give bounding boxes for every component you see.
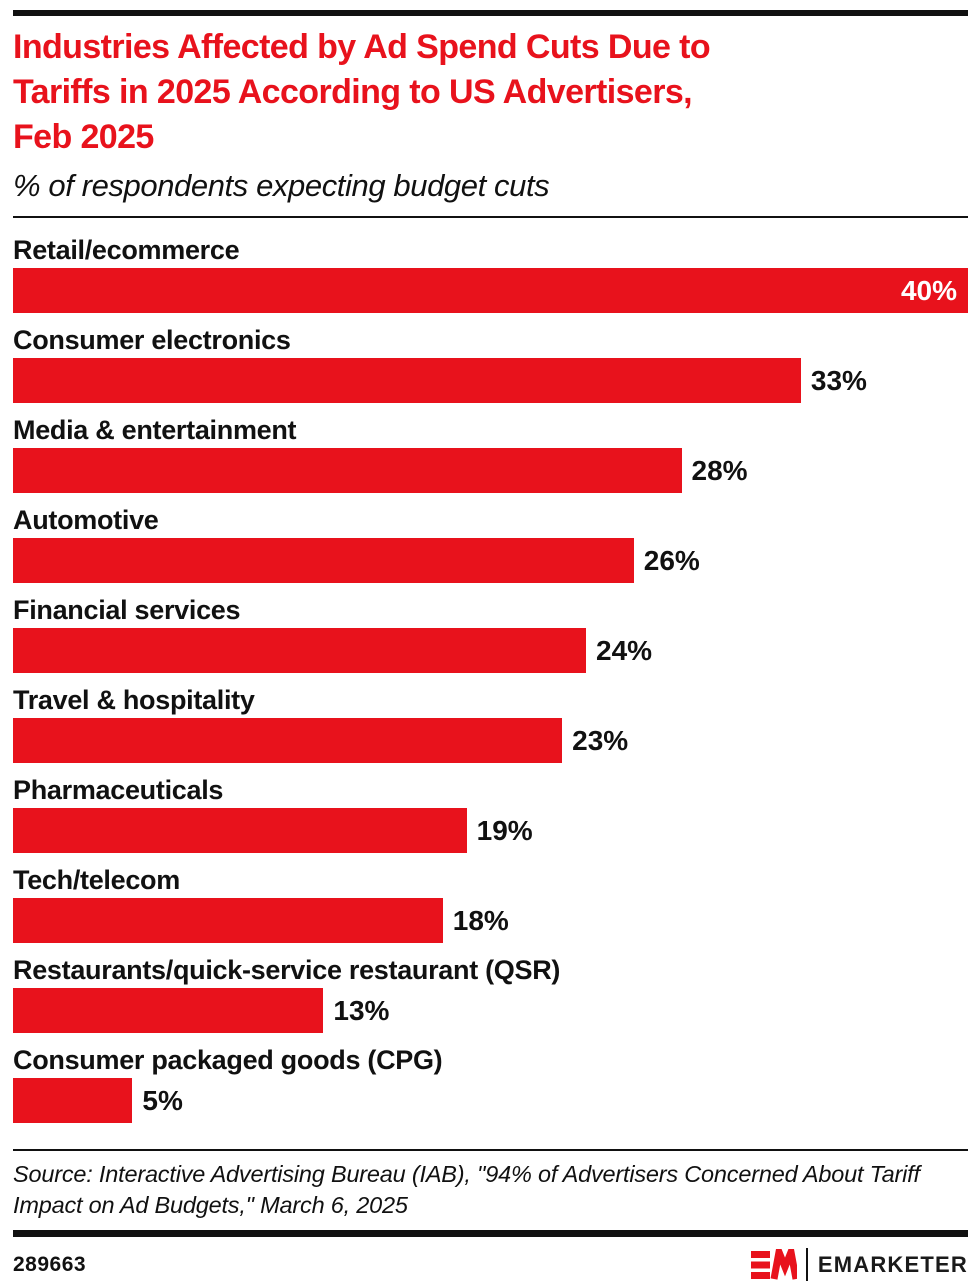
bar-row: Media & entertainment 28% [13,414,968,493]
category-label: Media & entertainment [13,415,297,445]
chart-id: 289663 [13,1252,87,1276]
bar-row: Consumer packaged goods (CPG) 5% [13,1044,968,1123]
bar-row: Consumer electronics 33% [13,324,968,403]
bar [13,538,634,583]
category-label: Automotive [13,505,159,535]
value-label: 19% [476,814,533,846]
bar-line: 28% [13,448,968,493]
value-label: 26% [643,544,700,576]
chart-title-line: Industries Affected by Ad Spend Cuts Due… [13,28,711,66]
bar-line: 23% [13,718,968,763]
bar-row: Travel & hospitality 23% [13,684,968,763]
value-label: 18% [452,904,509,936]
bar-chart: Retail/ecommerce 40% Consumer electronic… [13,234,968,1123]
category-label: Restaurants/quick-service restaurant (QS… [13,955,561,985]
bar-line: 40% [13,268,968,313]
bar: 40% [13,268,968,313]
chart-title-line: Feb 2025 [13,118,154,156]
bar-line: 13% [13,988,968,1033]
top-rule [13,10,968,16]
value-label: 24% [596,634,653,666]
bar [13,1078,133,1123]
source-note-line: Impact on Ad Budgets," March 6, 2025 [13,1192,408,1218]
footer: 289663 EMARKETER [13,1248,968,1281]
bar-row: Pharmaceuticals 19% [13,774,968,853]
bar-row: Tech/telecom 18% [13,864,968,943]
category-label: Travel & hospitality [13,685,255,715]
chart-title-line: Tariffs in 2025 According to US Advertis… [13,73,693,111]
bar-row: Automotive 26% [13,504,968,583]
value-label: 13% [333,994,390,1026]
bar-row: Restaurants/quick-service restaurant (QS… [13,954,968,1033]
bar-line: 19% [13,808,968,853]
category-label: Consumer electronics [13,325,291,355]
bar-line: 24% [13,628,968,673]
footer-divider [13,1230,968,1237]
source-note: Source: Interactive Advertising Bureau (… [13,1159,968,1221]
value-label-inside: 40% [900,274,957,306]
bar [13,358,801,403]
category-label: Consumer packaged goods (CPG) [13,1045,443,1075]
logo-divider [805,1248,808,1281]
emarketer-logo-icon [750,1248,797,1280]
brand-logo: EMARKETER [750,1248,968,1281]
chart-title: Industries Affected by Ad Spend Cuts Due… [13,25,968,160]
bar [13,898,443,943]
category-label: Pharmaceuticals [13,775,224,805]
value-label: 28% [691,454,748,486]
bar [13,448,682,493]
bar-line: 26% [13,538,968,583]
brand-name: EMARKETER [817,1251,968,1277]
bar-line: 33% [13,358,968,403]
category-label: Tech/telecom [13,865,180,895]
source-divider [13,1149,968,1151]
chart-subtitle: % of respondents expecting budget cuts [13,168,550,203]
value-label: 23% [572,724,629,756]
bar-row: Retail/ecommerce 40% [13,234,968,313]
header-divider [13,216,968,218]
bar-line: 18% [13,898,968,943]
bar [13,718,563,763]
bar-row: Financial services 24% [13,594,968,673]
category-label: Financial services [13,595,241,625]
bar-line: 5% [13,1078,968,1123]
value-label: 33% [810,364,867,396]
bar [13,988,324,1033]
category-label: Retail/ecommerce [13,235,240,265]
bar [13,628,586,673]
bar [13,808,467,853]
source-note-line: Source: Interactive Advertising Bureau (… [13,1161,920,1187]
value-label: 5% [142,1084,183,1116]
